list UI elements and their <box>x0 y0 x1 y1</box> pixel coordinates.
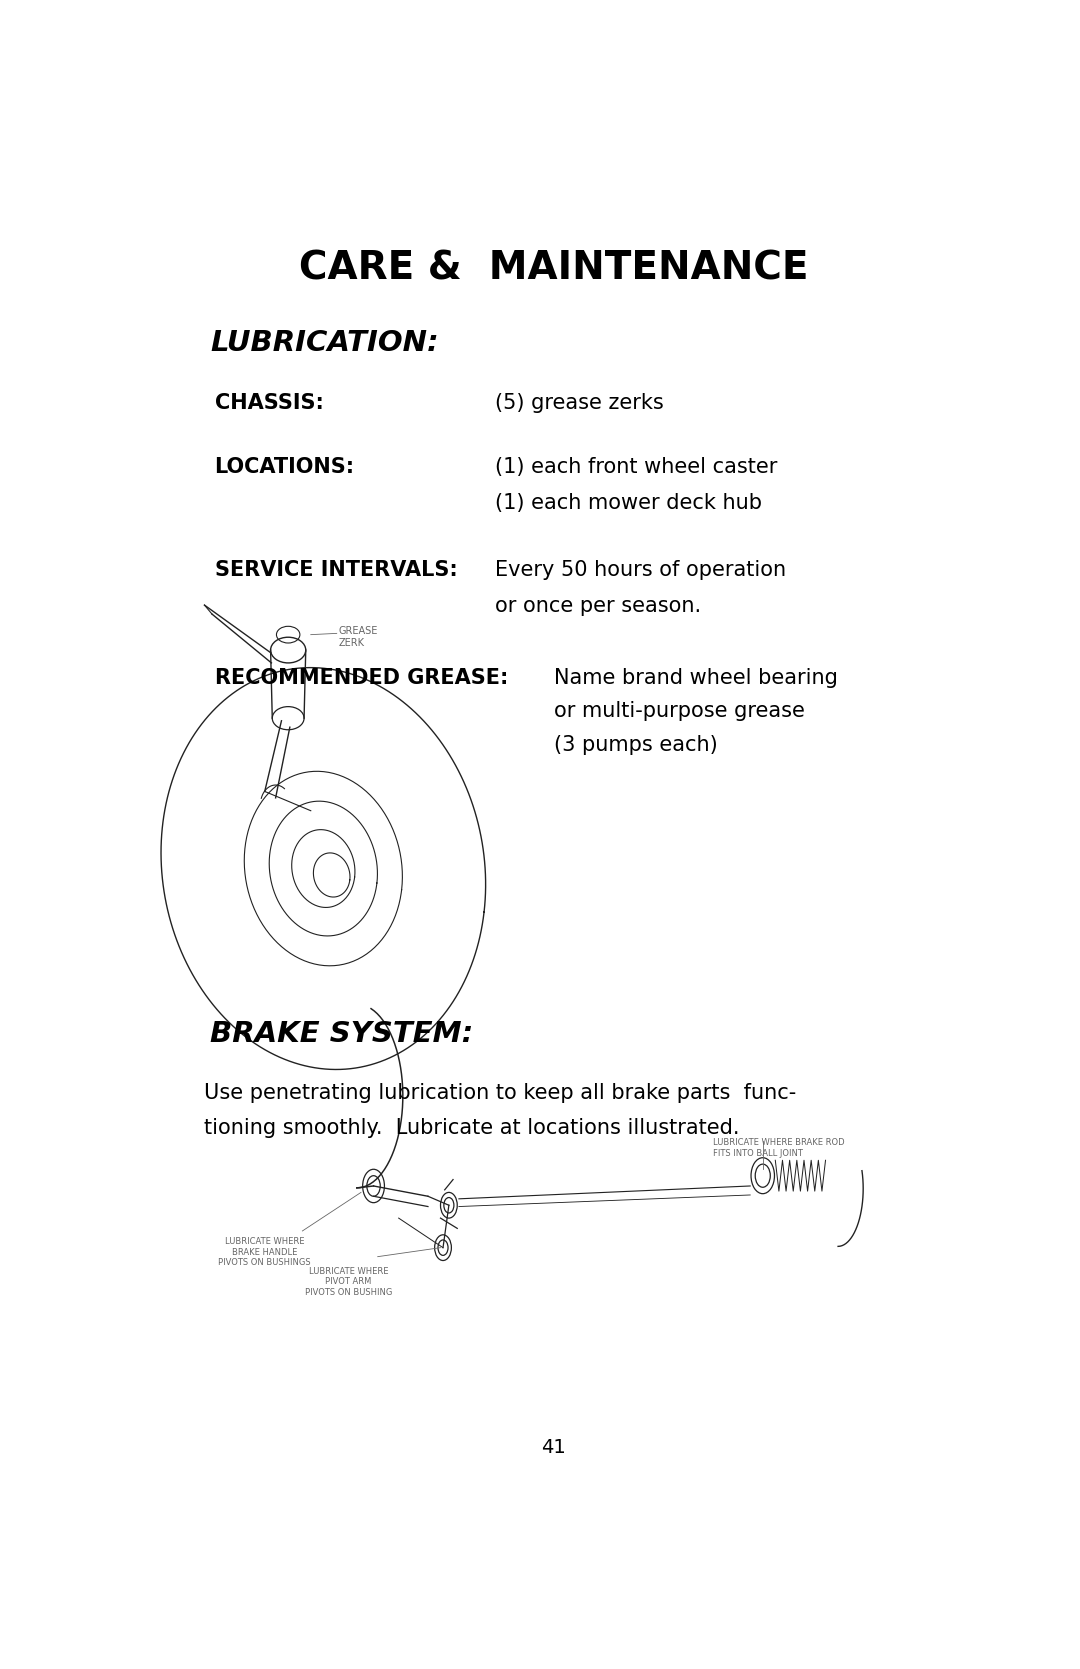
Text: Use penetrating lubrication to keep all brake parts  func-: Use penetrating lubrication to keep all … <box>204 1083 796 1103</box>
Text: LUBRICATE WHERE
BRAKE HANDLE
PIVOTS ON BUSHINGS: LUBRICATE WHERE BRAKE HANDLE PIVOTS ON B… <box>218 1237 311 1267</box>
Text: BRAKE SYSTEM:: BRAKE SYSTEM: <box>211 1020 473 1048</box>
Text: Name brand wheel bearing: Name brand wheel bearing <box>554 668 837 688</box>
Text: CARE &  MAINTENANCE: CARE & MAINTENANCE <box>299 249 808 287</box>
Text: (5) grease zerks: (5) grease zerks <box>495 394 663 412</box>
Text: CHASSIS:: CHASSIS: <box>215 394 323 412</box>
Text: (1) each front wheel caster: (1) each front wheel caster <box>495 457 778 477</box>
Text: SERVICE INTERVALS:: SERVICE INTERVALS: <box>215 561 457 581</box>
Text: (1) each mower deck hub: (1) each mower deck hub <box>495 494 761 514</box>
Text: 41: 41 <box>541 1439 566 1457</box>
Text: LUBRICATION:: LUBRICATION: <box>211 329 438 357</box>
Text: Every 50 hours of operation: Every 50 hours of operation <box>495 561 786 581</box>
Text: RECOMMENDED GREASE:: RECOMMENDED GREASE: <box>215 668 508 688</box>
Text: tioning smoothly.  Lubricate at locations illustrated.: tioning smoothly. Lubricate at locations… <box>204 1118 739 1138</box>
Text: or multi-purpose grease: or multi-purpose grease <box>554 701 805 721</box>
Text: GREASE
ZERK: GREASE ZERK <box>338 626 378 648</box>
Text: LUBRICATE WHERE BRAKE ROD
FITS INTO BALL JOINT: LUBRICATE WHERE BRAKE ROD FITS INTO BALL… <box>713 1138 845 1158</box>
Text: or once per season.: or once per season. <box>495 596 701 616</box>
Text: (3 pumps each): (3 pumps each) <box>554 734 717 754</box>
Text: LOCATIONS:: LOCATIONS: <box>215 457 354 477</box>
Text: LUBRICATE WHERE
PIVOT ARM
PIVOTS ON BUSHING: LUBRICATE WHERE PIVOT ARM PIVOTS ON BUSH… <box>305 1267 392 1297</box>
